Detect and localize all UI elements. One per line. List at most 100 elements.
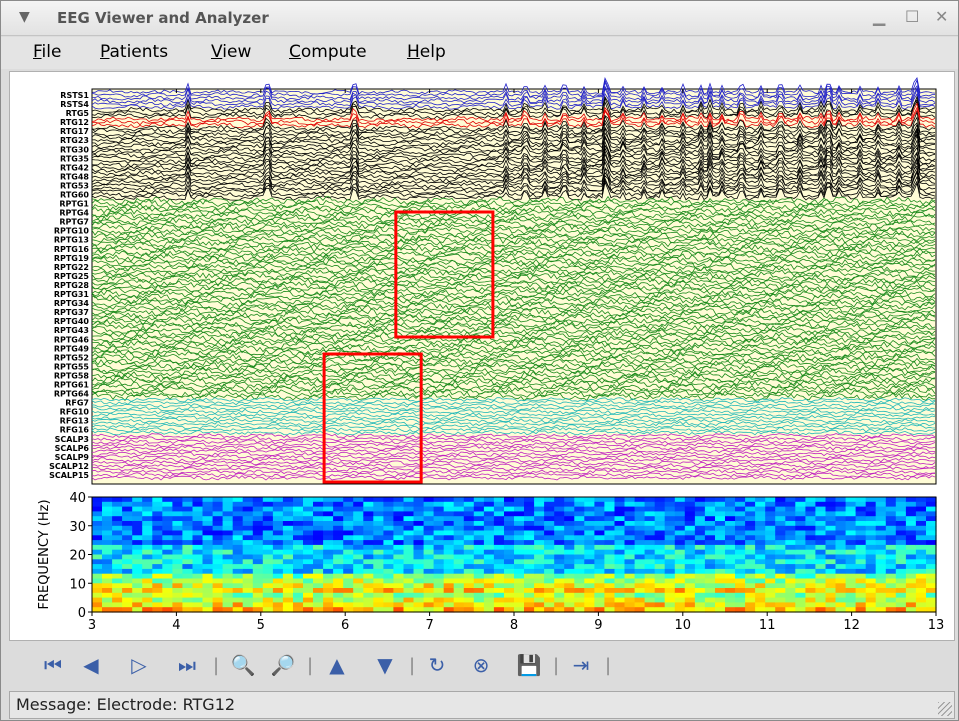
save-icon[interactable]: 💾 <box>516 653 542 677</box>
up-icon[interactable]: ▲ <box>329 653 345 677</box>
spectrogram-cell <box>102 592 113 599</box>
spectrogram-cell <box>915 497 927 503</box>
spectrogram-cell <box>634 559 646 565</box>
spectrogram-cell <box>644 535 656 541</box>
spectrogram-cell <box>664 511 676 517</box>
play-icon[interactable]: ▷ <box>131 653 147 677</box>
spectrogram-cell <box>303 521 314 527</box>
spectrogram-cell <box>413 568 425 575</box>
eeg-plot-area[interactable]: RSTS1 RSTS4 RTG5 RTG12 RTG17 RTG23 RTG30 RTG35 R… <box>9 71 955 641</box>
spectrogram-cell <box>222 525 234 532</box>
spectrogram-cell <box>624 521 636 527</box>
spectrogram-cell <box>313 530 324 536</box>
x-tick-label: 4 <box>172 618 180 633</box>
spectrogram-cell <box>282 588 294 594</box>
spectrogram-cell <box>684 549 696 556</box>
menu-help[interactable]: Help <box>407 42 446 62</box>
spectrogram-cell <box>875 559 887 565</box>
spectrogram-cell <box>122 521 133 527</box>
spectrogram-cell <box>393 568 404 575</box>
spectrogram-cell <box>443 497 455 503</box>
eeg-trace <box>91 180 936 201</box>
spectrogram-cell <box>443 516 455 522</box>
spectrogram-cell <box>463 535 475 541</box>
spectrogram-cell <box>252 597 264 603</box>
spectrogram-cell <box>765 559 776 565</box>
spectrogram-cell <box>825 497 837 503</box>
spectrogram-cell <box>92 559 103 565</box>
first-icon[interactable]: ⏮ <box>44 653 62 677</box>
spectrogram-cell <box>574 602 585 608</box>
spectrogram-cell <box>282 521 294 527</box>
spectrogram-cell <box>584 530 595 536</box>
menu-view[interactable]: View <box>211 42 252 62</box>
spectrogram-cell <box>905 602 917 608</box>
spectrogram-cell <box>875 530 887 536</box>
refresh-icon[interactable]: ↻ <box>428 653 446 677</box>
spectrogram-cell <box>282 530 294 536</box>
spectrogram-cell <box>172 607 183 613</box>
maximize-icon[interactable]: ☐ <box>905 7 920 26</box>
spectrogram-cell <box>272 525 284 532</box>
menu-file[interactable]: File <box>33 42 62 62</box>
spectrogram-cell <box>865 559 877 565</box>
spectrogram-cell <box>403 506 415 512</box>
spectrogram-cell <box>212 568 224 575</box>
spectrogram-cell <box>694 540 706 546</box>
menu-patients[interactable]: Patients <box>100 42 169 62</box>
window-menu-icon[interactable]: ▼ <box>19 9 30 25</box>
spectrogram-cell <box>102 568 113 575</box>
spectrogram-cell <box>855 568 867 575</box>
spectrogram-cell <box>755 564 766 570</box>
menu-compute[interactable]: Compute <box>289 42 367 62</box>
spectrogram-cell <box>192 506 204 512</box>
zoom-in-icon[interactable]: 🔍 <box>230 653 256 677</box>
resize-grip-icon[interactable] <box>938 702 952 716</box>
spectrogram-cell <box>313 501 324 508</box>
down-icon[interactable]: ▼ <box>377 653 393 677</box>
spectrogram-cell <box>192 549 204 556</box>
spectrogram-cell <box>343 564 354 570</box>
spectrogram-cell <box>383 554 394 560</box>
spectrogram-cell <box>865 516 877 522</box>
spectrogram-cell <box>473 607 485 613</box>
eeg-chart[interactable]: RSTS1RSTS4RTG5RTG12RTG17RTG23RTG30RTG35R… <box>10 72 954 640</box>
spectrogram-cell <box>715 588 726 594</box>
spectrogram-cell <box>514 554 525 560</box>
spectrogram-cell <box>835 583 847 589</box>
spectrogram-cell <box>845 573 857 580</box>
eeg-trace <box>91 328 936 338</box>
spectrogram-cell <box>524 554 535 560</box>
spectrogram-cell <box>704 511 716 517</box>
spectrogram-cell <box>815 525 826 532</box>
spectrogram-cell <box>926 573 937 580</box>
spectrogram-cell <box>825 501 837 508</box>
spectrogram-cell <box>564 564 575 570</box>
spectrogram-cell <box>473 559 485 565</box>
spectrogram-cell <box>413 540 425 546</box>
prev-icon[interactable]: ◀ <box>83 653 99 677</box>
spectrogram-cell <box>122 592 133 599</box>
spectrogram-cell <box>132 497 143 503</box>
spectrogram-cell <box>664 607 676 613</box>
last-icon[interactable]: ⏭ <box>178 653 196 677</box>
spectrogram-cell <box>303 607 314 613</box>
compute-icon[interactable]: ⊗ <box>472 653 490 677</box>
minimize-icon[interactable]: ▁ <box>873 7 886 26</box>
spectrogram-cell <box>383 535 394 541</box>
spectrogram-cell <box>534 521 545 527</box>
spectrogram-cell <box>323 559 334 565</box>
zoom-out-icon[interactable]: 🔎 <box>270 653 296 677</box>
spectrogram-cell <box>473 549 485 556</box>
spectrogram-cell <box>242 535 254 541</box>
spectrogram-cell <box>313 583 324 589</box>
spectrogram-cell <box>855 564 867 570</box>
spectrogram-cell <box>202 540 214 546</box>
spectrogram-cell <box>795 592 806 599</box>
spectrogram-cell <box>122 501 133 508</box>
close-icon[interactable]: ✕ <box>935 7 949 26</box>
spectrogram-cell <box>152 573 163 580</box>
export-icon[interactable]: ⇥ <box>572 653 590 677</box>
spectrogram-cell <box>735 597 746 603</box>
spectrogram-cell <box>453 554 465 560</box>
